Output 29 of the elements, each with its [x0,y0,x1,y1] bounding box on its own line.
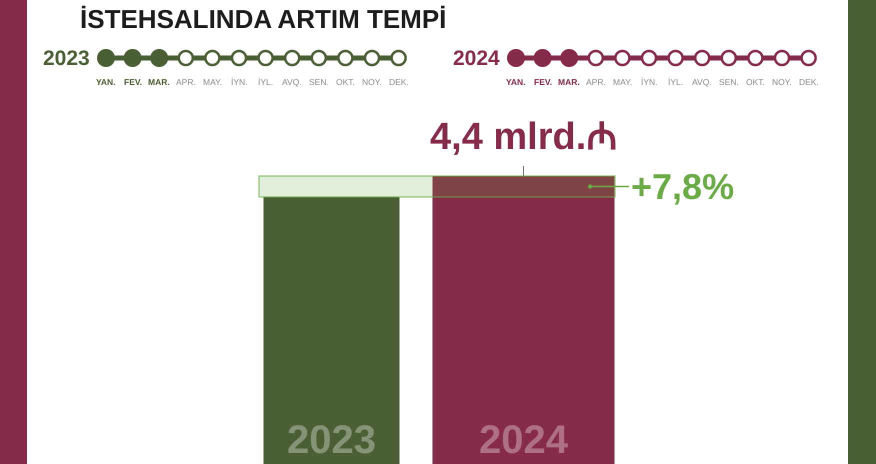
text: YAN. [506,77,526,87]
data-label: 4,4 mlrd.₼ [430,116,618,158]
text: SEN. [309,77,329,87]
text: OKT. [746,77,765,87]
text: AVQ. [692,77,712,87]
text: SEN. [719,77,739,87]
text: DEK. [799,77,819,87]
category-label: 2023 [43,47,90,70]
text: İYN. [641,77,658,87]
text: İYL. [258,77,274,87]
text: OKT. [336,77,355,87]
text: DEK. [389,77,409,87]
text: APR. [176,77,196,87]
band-label: +7,8% [631,166,734,207]
text: NOY. [772,77,792,87]
text: YAN. [96,77,116,87]
category-label: 2024 [453,47,500,70]
text: MAR. [148,77,170,87]
text: APR. [586,77,606,87]
text: FEV. [124,77,142,87]
text: MAY. [613,77,632,87]
text: İYL. [668,77,684,87]
text: MAR. [558,77,580,87]
text: AVQ. [282,77,302,87]
text: FEV. [534,77,552,87]
text: MAY. [203,77,222,87]
chart-title: İSTEHSALINDA ARTIM TEMPİ [80,4,446,34]
text: NOY. [362,77,382,87]
text: İYN. [231,77,248,87]
